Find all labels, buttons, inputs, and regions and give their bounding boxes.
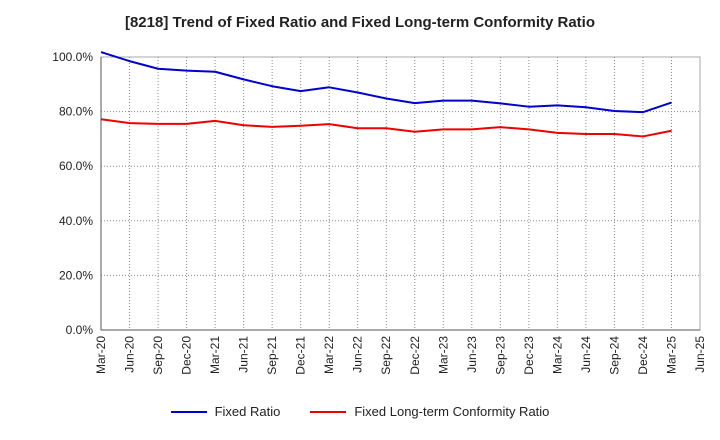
x-tick-label: Mar-21 — [208, 336, 222, 374]
y-tick-label: 60.0% — [59, 159, 93, 173]
x-tick-label: Mar-25 — [664, 336, 678, 374]
x-tick-label: Sep-21 — [265, 336, 279, 375]
chart-title: [8218] Trend of Fixed Ratio and Fixed Lo… — [124, 14, 596, 31]
y-tick-label: 0.0% — [66, 323, 94, 337]
x-tick-label: Sep-20 — [151, 336, 165, 375]
x-tick-label: Mar-20 — [94, 336, 108, 374]
x-tick-label: Jun-23 — [465, 336, 479, 373]
x-tick-label: Sep-24 — [607, 336, 621, 375]
legend-label-conformity-ratio: Fixed Long-term Conformity Ratio — [354, 404, 550, 419]
x-tick-label: Dec-20 — [180, 336, 194, 375]
x-tick-label: Jun-25 — [693, 336, 707, 373]
y-tick-label: 40.0% — [59, 214, 93, 228]
x-tick-label: Dec-23 — [522, 336, 536, 375]
x-tick-label: Jun-20 — [123, 336, 137, 373]
legend: Fixed Ratio Fixed Long-term Conformity R… — [0, 404, 720, 419]
x-tick-label: Jun-21 — [237, 336, 251, 373]
x-tick-label: Sep-22 — [379, 336, 393, 375]
x-tick-label: Jun-22 — [351, 336, 365, 373]
series-line-0 — [100, 51, 672, 114]
x-tick-label: Mar-24 — [550, 336, 564, 374]
legend-label-fixed-ratio: Fixed Ratio — [214, 404, 281, 419]
legend-item-conformity-ratio: Fixed Long-term Conformity Ratio — [310, 404, 549, 419]
y-tick-label: 20.0% — [59, 268, 93, 282]
legend-item-fixed-ratio: Fixed Ratio — [170, 404, 281, 419]
x-tick-label: Jun-24 — [579, 336, 593, 373]
y-tick-label: 100.0% — [52, 50, 93, 64]
x-tick-label: Dec-24 — [636, 336, 650, 375]
x-tick-label: Dec-22 — [408, 336, 422, 375]
x-tick-label: Dec-21 — [294, 336, 308, 375]
plot-area — [100, 56, 701, 331]
series-line-1 — [100, 118, 672, 138]
x-tick-label: Mar-22 — [322, 336, 336, 374]
x-tick-label: Sep-23 — [493, 336, 507, 375]
legend-swatch-fixed-ratio — [170, 410, 207, 413]
x-tick-label: Mar-23 — [436, 336, 450, 374]
legend-swatch-conformity-ratio — [310, 410, 347, 413]
y-tick-label: 80.0% — [59, 105, 93, 119]
